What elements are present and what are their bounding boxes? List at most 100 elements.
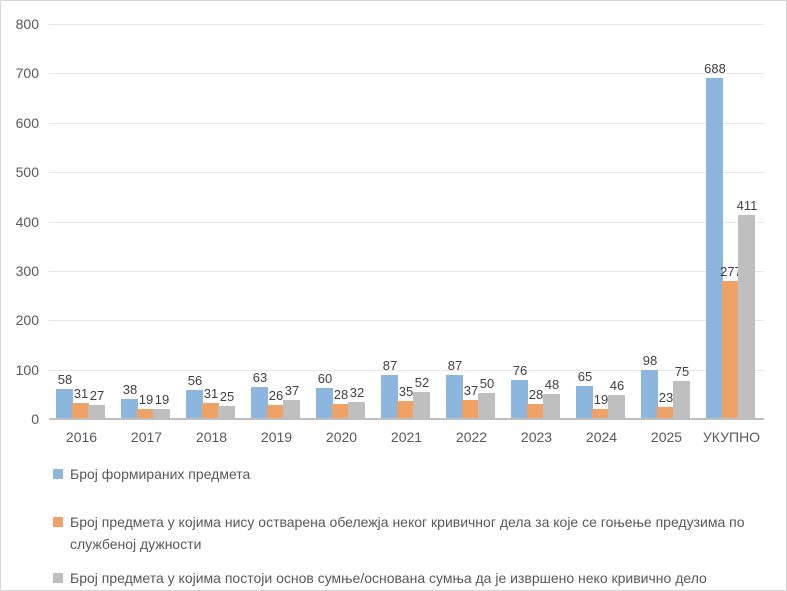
data-label: 98 (642, 353, 658, 368)
bar-2017-series3 (153, 408, 170, 418)
data-label: 46 (609, 378, 625, 393)
bar-2017-series1 (121, 399, 138, 418)
data-label: 19 (138, 392, 154, 407)
x-axis-line (49, 418, 764, 420)
bar-УКУПНО-series3 (738, 215, 755, 418)
data-label: 38 (122, 382, 138, 397)
bar-2020-series3 (348, 402, 365, 418)
bar-2019-series3 (283, 399, 300, 418)
bar-2016-series2 (72, 402, 89, 418)
data-label: 35 (398, 384, 414, 399)
x-axis-category-label: УКУПНО (702, 429, 761, 445)
data-label: 87 (382, 358, 398, 373)
bar-2018-series3 (218, 405, 235, 418)
x-axis-category-label: 2020 (325, 429, 358, 445)
y-gridline (49, 271, 764, 272)
data-label: 31 (73, 386, 89, 401)
x-axis-category-label: 2022 (455, 429, 488, 445)
data-label: 19 (593, 392, 609, 407)
y-axis-tick-label: 800 (15, 16, 39, 32)
bar-2018-series2 (202, 402, 219, 418)
bar-2024-series2 (592, 408, 609, 418)
data-label: 28 (333, 387, 349, 402)
bar-2016-series3 (88, 404, 105, 418)
chart-legend: Број формираних предмета Број предмета у… (53, 463, 775, 589)
y-gridline (49, 73, 764, 74)
y-axis-tick-label: 100 (15, 362, 39, 378)
bar-2023-series2 (527, 404, 544, 418)
x-axis-category-label: 2025 (650, 429, 683, 445)
bar-2022-series2 (462, 399, 479, 418)
bar-2025-series3 (673, 380, 690, 418)
data-label: 87 (447, 358, 463, 373)
bar-2019-series1 (251, 386, 268, 418)
bar-2023-series3 (543, 394, 560, 418)
x-axis-category-label: 2017 (130, 429, 163, 445)
legend-label-no-criminal-elements: Број предмета у којима нису остварена об… (70, 514, 745, 552)
bar-2016-series1 (56, 389, 73, 418)
bar-2023-series1 (511, 380, 528, 418)
data-label: 63 (252, 370, 268, 385)
bar-2019-series2 (267, 405, 284, 418)
data-label: 31 (203, 386, 219, 401)
data-label: 60 (317, 371, 333, 386)
data-label: 56 (187, 373, 203, 388)
bar-2021-series2 (397, 400, 414, 418)
bar-2025-series2 (657, 406, 674, 418)
legend-swatch-blue-icon (53, 469, 63, 479)
data-label: 58 (57, 372, 73, 387)
data-label: 37 (284, 383, 300, 398)
y-axis-tick-label: 400 (15, 214, 39, 230)
legend-label-formed-cases: Број формираних предмета (70, 466, 251, 482)
y-axis-tick-label: 500 (15, 164, 39, 180)
data-label: 688 (704, 61, 726, 76)
legend-item-formed-cases: Број формираних предмета (53, 463, 775, 485)
y-axis-tick-label: 700 (15, 65, 39, 81)
x-axis-category-label: 2021 (390, 429, 423, 445)
x-axis-category-label: 2016 (65, 429, 98, 445)
y-gridline (49, 222, 764, 223)
data-label: 65 (577, 369, 593, 384)
bar-2020-series2 (332, 404, 349, 418)
data-label: 411 (736, 198, 758, 213)
legend-item-grounds-for-suspicion: Број предмета у којима постоји основ сум… (53, 567, 775, 589)
bar-УКУПНО-series1 (706, 78, 723, 418)
x-axis-category-label: 2023 (520, 429, 553, 445)
data-label: 48 (544, 377, 560, 392)
bar-2020-series1 (316, 388, 333, 418)
y-axis-tick-label: 0 (31, 411, 39, 427)
x-axis-category-label: 2024 (585, 429, 618, 445)
bar-2017-series2 (137, 408, 154, 418)
y-axis-tick-label: 300 (15, 263, 39, 279)
legend-label-grounds-for-suspicion: Број предмета у којима постоји основ сум… (70, 570, 707, 586)
data-label: 27 (89, 388, 105, 403)
x-axis-category-label: 2018 (195, 429, 228, 445)
data-label: 76 (512, 363, 528, 378)
bar-2022-series1 (446, 375, 463, 418)
bar-2021-series3 (413, 392, 430, 418)
data-label: 50 (479, 376, 495, 391)
bar-2025-series1 (641, 369, 658, 418)
data-label: 75 (674, 364, 690, 379)
y-gridline (49, 370, 764, 371)
bar-2022-series3 (478, 393, 495, 418)
data-label: 26 (268, 388, 284, 403)
data-label: 28 (528, 387, 544, 402)
y-gridline (49, 123, 764, 124)
y-gridline (49, 24, 764, 25)
y-gridline (49, 320, 764, 321)
bar-УКУПНО-series2 (722, 281, 739, 418)
bar-2021-series1 (381, 375, 398, 418)
y-gridline (49, 172, 764, 173)
bar-2024-series3 (608, 395, 625, 418)
bar-2018-series1 (186, 390, 203, 418)
data-label: 23 (658, 390, 674, 405)
y-axis-tick-label: 600 (15, 115, 39, 131)
legend-item-no-criminal-elements: Број предмета у којима нису остварена об… (53, 511, 775, 555)
data-label: 25 (219, 389, 235, 404)
bar-2024-series1 (576, 385, 593, 418)
data-label: 52 (414, 375, 430, 390)
data-label: 19 (154, 392, 170, 407)
data-label: 277 (720, 264, 742, 279)
